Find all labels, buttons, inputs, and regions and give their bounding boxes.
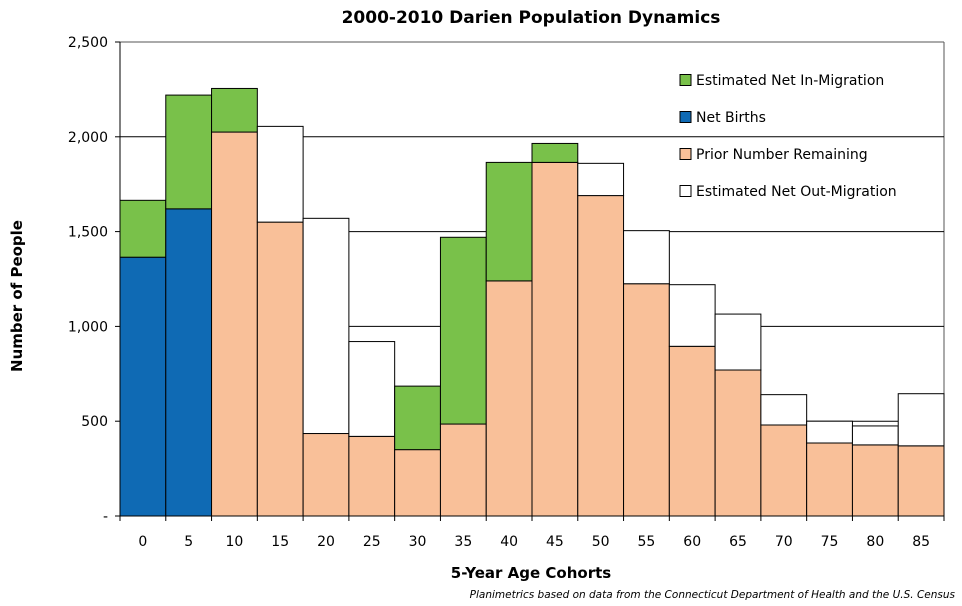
bar-segment: [348, 341, 396, 437]
bar-segment: [714, 369, 762, 517]
bar-segment: [394, 385, 441, 451]
x-tick-label: 70: [775, 534, 793, 550]
legend-swatch: [679, 111, 692, 123]
bar-segment: [348, 435, 396, 517]
legend-swatch: [679, 148, 692, 160]
axes: [115, 41, 945, 521]
x-tick-label: 50: [592, 534, 610, 550]
bar-segment: [485, 280, 533, 517]
bar-segment: [439, 236, 487, 425]
bar-segment: [577, 195, 625, 517]
bar-segment: [165, 208, 213, 517]
x-tick-label: 15: [271, 534, 289, 550]
bar-segment: [714, 313, 762, 371]
source-note: Planimetrics based on data from the Conn…: [470, 589, 956, 601]
x-tick-label: 40: [500, 534, 518, 550]
bar-segment: [668, 345, 716, 517]
bar-segment: [577, 162, 625, 197]
bar-segment: [897, 393, 945, 447]
bar-segment: [119, 256, 167, 517]
bar-segment: [211, 87, 258, 133]
legend-label: Estimated Net In-Migration: [696, 73, 884, 89]
bar-segment: [256, 125, 304, 223]
x-tick-label: 60: [683, 534, 701, 550]
bar-segment: [623, 283, 670, 517]
bar-segment: [394, 449, 441, 517]
bar-segment: [531, 161, 579, 517]
x-tick-label: 75: [821, 534, 839, 550]
x-tick-label: 55: [638, 534, 656, 550]
legend: Estimated Net In-Migration Net Births Prio…: [679, 73, 897, 200]
x-tick-label: 35: [454, 534, 472, 550]
x-tick-label: 5: [184, 534, 193, 550]
x-tick-label: 80: [866, 534, 884, 550]
x-tick-label: 0: [138, 534, 147, 550]
y-tick-label: 2,500: [68, 35, 108, 51]
x-axis-title: 5-Year Age Cohorts: [451, 564, 611, 582]
legend-label: Net Births: [696, 110, 766, 126]
y-tick-label: 1,500: [68, 225, 108, 241]
y-tick-label: 1,000: [68, 319, 108, 335]
bar-segment: [439, 423, 487, 517]
y-tick-label: 500: [81, 414, 108, 430]
bar-segment: [760, 394, 808, 426]
x-tick-label: 65: [729, 534, 747, 550]
bar-segment: [851, 444, 899, 517]
bar-segment: [806, 442, 853, 517]
bar-segment: [851, 425, 899, 446]
bar-segment: [302, 217, 350, 435]
y-tick-label: -: [103, 509, 108, 525]
x-tick-label: 10: [226, 534, 244, 550]
bars: [119, 87, 945, 517]
x-tick-label: 25: [363, 534, 381, 550]
x-tick-label: 30: [409, 534, 427, 550]
y-tick-label: 2,000: [68, 130, 108, 146]
x-tick-label: 85: [912, 534, 930, 550]
bar-segment: [165, 94, 213, 210]
bar-segment: [806, 420, 853, 444]
chart-title: 2000-2010 Darien Population Dynamics: [342, 8, 721, 28]
y-axis-title: Number of People: [8, 220, 26, 372]
bar-segment: [760, 424, 808, 517]
legend-label: Prior Number Remaining: [696, 147, 868, 163]
legend-label: Estimated Net Out-Migration: [696, 184, 897, 200]
legend-swatch: [679, 185, 692, 197]
bar-segment: [119, 199, 167, 258]
bar-segment: [211, 131, 258, 517]
y-tick-labels: - 500 1,000 1,500 2,000 2,500: [68, 35, 108, 525]
legend-swatch: [679, 74, 692, 86]
bar-segment: [623, 230, 670, 285]
x-tick-label: 20: [317, 534, 335, 550]
bar-segment: [256, 221, 304, 517]
bar-segment: [485, 161, 533, 282]
x-tick-labels: 0 5 10 15 20 25 30 35 40 45 50 55 60 65 70 75 80 85: [138, 534, 930, 550]
bar-segment: [668, 284, 716, 347]
bar-segment: [531, 142, 579, 163]
x-tick-label: 45: [546, 534, 564, 550]
bar-segment: [897, 445, 945, 517]
bar-segment: [302, 433, 350, 517]
